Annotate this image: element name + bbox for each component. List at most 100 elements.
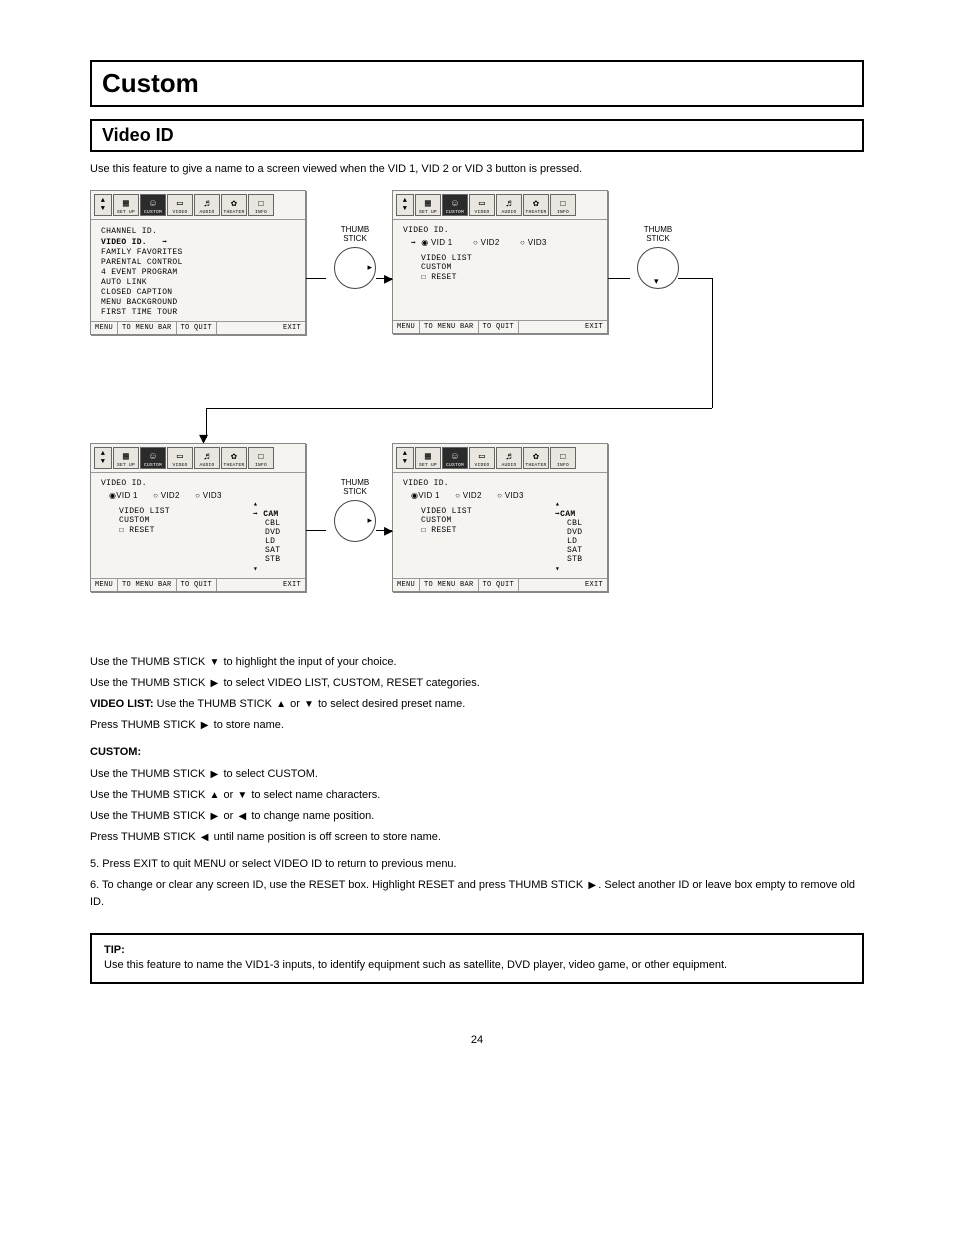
connector <box>608 278 630 279</box>
list-item: FAMILY FAVORITES <box>101 247 295 257</box>
list-item: VIDEO LIST <box>421 507 543 516</box>
footer-menu: MENU <box>91 579 118 591</box>
tab-video: ▭VIDEO <box>469 447 495 469</box>
footer-quit: TO QUIT <box>479 321 520 333</box>
triangle-right-icon: ▶ <box>199 718 211 734</box>
screen-body: VIDEO ID. ◉VID 1 ○ VID2 ○ VID3 VIDEO LIS… <box>393 473 607 578</box>
footer-menubar: TO MENU BAR <box>420 579 479 591</box>
option-list: VIDEO LIST CUSTOM ☐ RESET <box>403 507 543 535</box>
list-item: DVD <box>555 528 597 537</box>
tab-bar: ▲▼ ▦SET UP ☺CUSTOM ▭VIDEO ♬AUDIO ✿THEATE… <box>393 444 607 473</box>
body-title: VIDEO ID. <box>403 479 543 488</box>
thumbstick-label: THUMB STICK <box>628 225 688 243</box>
thumbstick-circle-icon: ▸ <box>334 247 376 289</box>
list-item: ☐ RESET <box>119 525 241 535</box>
tab-bar: ▲▼ ▦SET UP ☺CUSTOM ▭VIDEO ♬AUDIO ✿THEATE… <box>393 191 607 220</box>
connector <box>678 278 712 279</box>
step: Press THUMB STICK ▶ to store name. <box>90 717 864 734</box>
connector <box>306 278 326 279</box>
list-item: CLOSED CAPTION <box>101 287 295 297</box>
section-title-box: Custom <box>90 60 864 107</box>
tab-video: ▭VIDEO <box>167 194 193 216</box>
screen-footer: MENU TO MENU BAR TO QUIT EXIT <box>393 578 607 591</box>
list-item: DVD <box>253 528 295 537</box>
step: Use the THUMB STICK ▼ to highlight the i… <box>90 654 864 671</box>
thumbstick-label: THUMB STICK <box>325 225 385 243</box>
list-item: VIDEO LIST <box>421 254 597 263</box>
step: Use the THUMB STICK ▶ to select VIDEO LI… <box>90 675 864 692</box>
tab-setup: ▦SET UP <box>415 194 441 216</box>
screen-body: VIDEO ID. ➡ ◉ VID 1 ○ VID2 ○ VID3 VIDEO … <box>393 220 607 320</box>
subsection-title: Video ID <box>102 125 852 146</box>
scroll-down-icon: ▾ <box>555 564 597 574</box>
footer-menubar: TO MENU BAR <box>118 579 177 591</box>
list-item: CUSTOM <box>119 516 241 525</box>
tab-theater: ✿THEATER <box>221 447 247 469</box>
list-item: CBL <box>555 519 597 528</box>
radio-vid2: ○ VID2 <box>455 491 482 500</box>
footer-exit: EXIT <box>581 579 607 591</box>
screen-video-list: ▲▼ ▦SET UP ☺CUSTOM ▭VIDEO ♬AUDIO ✿THEATE… <box>90 443 306 592</box>
triangle-down-icon: ▼ <box>303 697 315 713</box>
triangle-right-icon: ▶ <box>208 767 220 783</box>
tip-box: TIP: Use this feature to name the VID1-3… <box>90 933 864 984</box>
radio-vid1: ◉ VID 1 <box>421 238 452 247</box>
footer-menu: MENU <box>393 579 420 591</box>
arrowhead-right-icon: ▸ <box>384 268 393 289</box>
tab-bar: ▲▼ ▦SET UP ☺CUSTOM ▭VIDEO ♬AUDIO ✿THEATE… <box>91 444 305 473</box>
tab-custom: ☺CUSTOM <box>140 194 166 216</box>
tab-info: ☐INFO <box>550 194 576 216</box>
list-item: LD <box>555 537 597 546</box>
tab-setup: ▦SET UP <box>113 447 139 469</box>
thumbstick-right: THUMB STICK ▸ <box>325 225 385 289</box>
list-item: MENU BACKGROUND <box>101 297 295 307</box>
connector <box>206 408 712 409</box>
triangle-down-icon: ▼ <box>236 788 248 804</box>
list-item: AUTO LINK <box>101 277 295 287</box>
footer-quit: TO QUIT <box>177 322 218 334</box>
scroll-up-icon: ▴ <box>555 499 597 509</box>
tab-audio: ♬AUDIO <box>496 447 522 469</box>
tab-custom: ☺CUSTOM <box>442 194 468 216</box>
step: Use the THUMB STICK ▶ to select CUSTOM. <box>90 766 864 783</box>
footer-menu: MENU <box>91 322 118 334</box>
tab-audio: ♬AUDIO <box>194 194 220 216</box>
connector <box>306 530 326 531</box>
step-heading: CUSTOM: <box>90 744 864 761</box>
body-title: VIDEO ID. <box>101 479 241 488</box>
thumbstick-circle-icon: ▾ <box>637 247 679 289</box>
body-title: VIDEO ID. <box>403 226 597 235</box>
tip-heading: TIP: <box>104 943 850 958</box>
instructions: Use the THUMB STICK ▼ to highlight the i… <box>90 654 864 911</box>
list-item: CBL <box>253 519 295 528</box>
nav-arrows-icon: ▲▼ <box>94 447 112 469</box>
tip-body: Use this feature to name the VID1-3 inpu… <box>104 958 850 973</box>
triangle-up-icon: ▲ <box>208 788 220 804</box>
scroll-up-icon: ▴ <box>253 499 295 509</box>
footer-menubar: TO MENU BAR <box>118 322 177 334</box>
tab-theater: ✿THEATER <box>221 194 247 216</box>
list-item: STB <box>253 555 295 564</box>
thumbstick-down: THUMB STICK ▾ <box>628 225 688 289</box>
list-item: LD <box>253 537 295 546</box>
page-number: 24 <box>90 1034 864 1046</box>
option-list: VIDEO LIST CUSTOM ☐ RESET <box>101 507 241 535</box>
section-title: Custom <box>102 68 852 99</box>
screen-body: CHANNEL ID. VIDEO ID. ➡ FAMILY FAVORITES… <box>91 220 305 321</box>
list-item: CHANNEL ID. <box>101 226 295 236</box>
tab-setup: ▦SET UP <box>415 447 441 469</box>
step: 5. Press EXIT to quit MENU or select VID… <box>90 856 864 873</box>
radio-row: ➡ ◉ VID 1 ○ VID2 ○ VID3 <box>403 235 597 254</box>
list-item: VIDEO ID. ➡ <box>101 236 295 247</box>
tab-video: ▭VIDEO <box>469 194 495 216</box>
side-list: ▴ ➡ CAM CBL DVD LD SAT STB ▾ <box>253 479 295 574</box>
tab-info: ☐INFO <box>550 447 576 469</box>
radio-row: ◉VID 1 ○ VID2 ○ VID3 <box>101 488 241 507</box>
tab-theater: ✿THEATER <box>523 447 549 469</box>
list-item: FIRST TIME TOUR <box>101 307 295 317</box>
tab-audio: ♬AUDIO <box>496 194 522 216</box>
menu-list: CHANNEL ID. VIDEO ID. ➡ FAMILY FAVORITES… <box>101 226 295 317</box>
step: Press THUMB STICK ◀ until name position … <box>90 829 864 846</box>
tab-video: ▭VIDEO <box>167 447 193 469</box>
step-heading: VIDEO LIST: Use the THUMB STICK ▲ or ▼ t… <box>90 696 864 713</box>
